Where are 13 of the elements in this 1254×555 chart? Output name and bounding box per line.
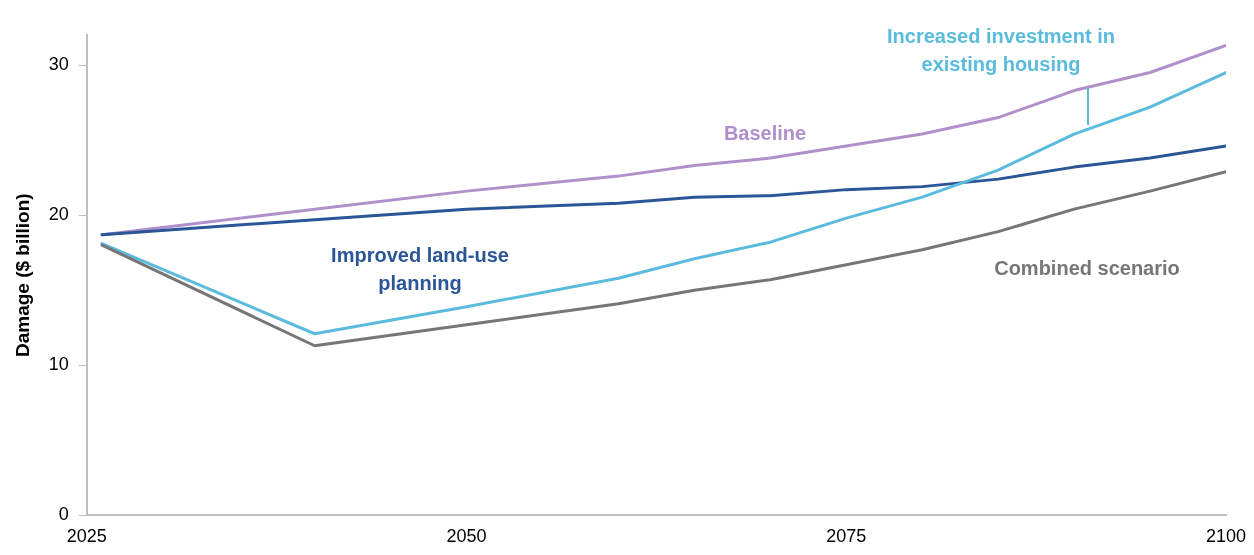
- y-axis-title: Damage ($ billion): [11, 193, 33, 358]
- text: Increased investment in existing housing: [887, 24, 1115, 75]
- y-tick-label: 20: [48, 204, 69, 225]
- x-tick-label: 2025: [66, 526, 107, 547]
- y-tick-label: 10: [48, 354, 69, 375]
- x-tick-label: 2100: [1205, 526, 1247, 547]
- y-tick-label: 0: [58, 504, 69, 525]
- series-label: Combined scenario: [994, 256, 1180, 279]
- series-label: Baseline: [723, 121, 807, 144]
- series-label: Improved land-use planning: [331, 243, 509, 294]
- y-tick-label: 30: [48, 53, 69, 74]
- x-tick-label: 2050: [446, 526, 487, 547]
- x-tick-label: 2075: [826, 526, 867, 547]
